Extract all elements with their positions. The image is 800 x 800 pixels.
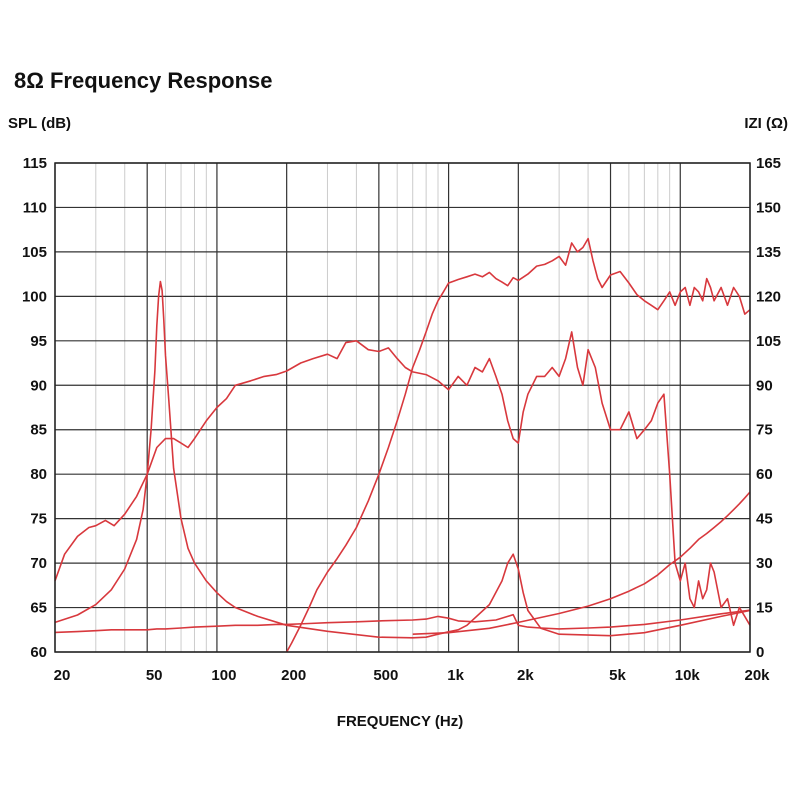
x-tick-label: 20k [744,667,770,684]
y-tick-label-right: 30 [756,555,773,572]
y-tick-label-left: 100 [22,288,47,305]
y-tick-label-left: 75 [30,511,47,528]
y-tick-label-left: 60 [30,644,47,661]
y-tick-label-right: 150 [756,199,781,216]
y-tick-label-left: 105 [22,244,47,261]
x-tick-label: 100 [211,667,236,684]
x-tick-labels: 20 50 100 200 500 1k 2k 5k 10k 20k [54,667,771,684]
y-axis-right-label: IZI (Ω) [744,115,788,132]
x-tick-label: 200 [281,667,306,684]
y-tick-label-left: 85 [30,422,47,439]
curve-4 [54,280,751,639]
y-tick-label-right: 120 [756,288,781,305]
y-tick-label-left: 65 [30,600,47,617]
curve-2 [54,609,751,634]
y-tick-label-right: 165 [756,155,781,172]
x-axis-label: FREQUENCY (Hz) [337,713,463,730]
y-tick-label-right: 90 [756,377,773,394]
minor-grid [95,163,671,652]
curve-3 [285,237,751,653]
plot-frame [54,162,751,653]
curve-1 [54,331,751,627]
x-tick-label: 2k [517,667,534,684]
major-grid [54,162,751,653]
y-tick-label-left: 110 [23,199,47,216]
y-tick-labels-right: 0 15 30 45 60 75 90 105 120 135 150 165 [756,155,781,661]
x-tick-label: 5k [609,667,626,684]
x-tick-label: 50 [146,667,163,684]
y-tick-label-right: 135 [756,244,781,261]
y-tick-label-right: 75 [756,422,773,439]
curve-5 [412,491,751,635]
y-tick-labels-left: 60 65 70 75 80 85 90 95 100 105 110 115 [22,155,47,661]
y-tick-label-right: 60 [756,466,773,483]
y-tick-label-left: 90 [30,377,47,394]
y-tick-label-right: 105 [756,333,781,350]
x-tick-label: 500 [373,667,398,684]
y-tick-label-right: 15 [756,600,773,617]
y-tick-label-right: 0 [756,644,764,661]
y-tick-label-left: 115 [23,155,47,172]
y-tick-label-left: 95 [30,333,47,350]
y-axis-left-label: SPL (dB) [8,115,71,132]
x-tick-label: 1k [447,667,464,684]
x-tick-label: 20 [54,667,71,684]
x-tick-label: 10k [675,667,701,684]
y-tick-label-right: 45 [756,511,773,528]
y-tick-label-left: 70 [30,555,47,572]
y-tick-label-left: 80 [30,466,47,483]
chart-title: 8Ω Frequency Response [14,68,273,93]
curves [54,237,751,653]
